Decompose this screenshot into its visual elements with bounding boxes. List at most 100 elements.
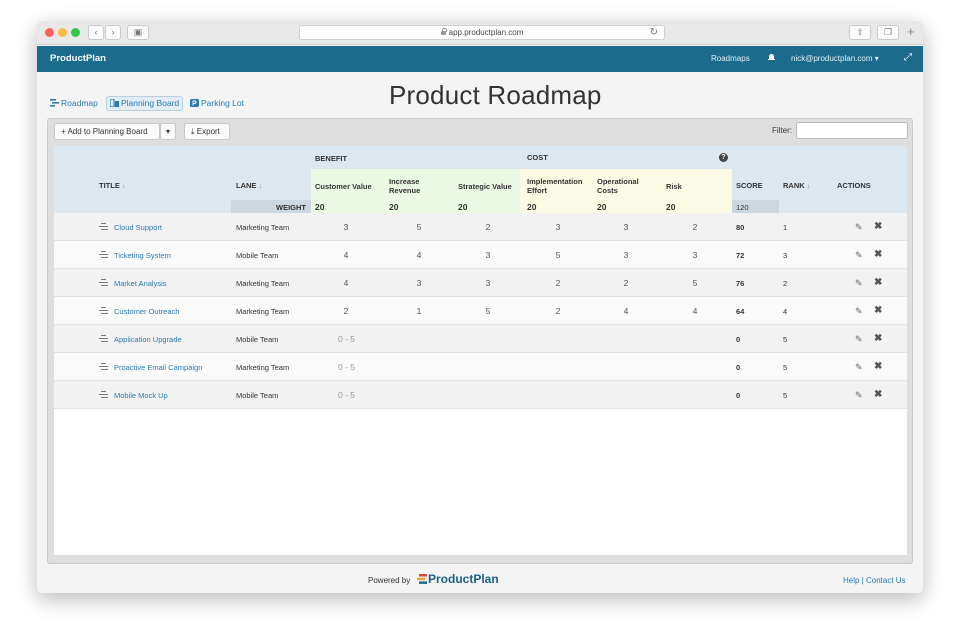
criterion-value[interactable]: 3 xyxy=(623,250,629,260)
weight-value[interactable]: 20 xyxy=(597,202,607,212)
criterion-value[interactable]: 3 xyxy=(623,222,629,232)
add-dropdown-button[interactable]: ▾ xyxy=(160,123,176,140)
address-bar[interactable]: app.productplan.com ↻ xyxy=(299,25,665,40)
brand-logo[interactable]: ProductPlan xyxy=(50,53,106,64)
drag-handle-icon[interactable] xyxy=(99,279,108,286)
criterion-value[interactable]: 4 xyxy=(343,278,349,288)
criterion-value[interactable]: 5 xyxy=(485,306,491,316)
help-icon[interactable]: ? xyxy=(719,153,728,162)
criterion-value[interactable]: 4 xyxy=(416,250,422,260)
criterion-value[interactable]: 2 xyxy=(555,278,561,288)
drag-handle-icon[interactable] xyxy=(99,307,108,314)
row-title-link[interactable]: Cloud Support xyxy=(114,223,162,232)
col-rank[interactable]: RANK ↓ xyxy=(783,181,811,190)
criterion-value[interactable]: 3 xyxy=(485,278,491,288)
nav-roadmaps[interactable]: Roadmaps xyxy=(711,54,750,63)
table-row[interactable]: Cloud Support Marketing Team 3 5 2 3 3 2 80 1 ✎ ✖ xyxy=(54,213,907,241)
criterion-value[interactable]: 4 xyxy=(343,250,349,260)
bell-icon[interactable] xyxy=(768,54,775,62)
forward-icon[interactable]: › xyxy=(105,25,121,40)
close-window-button[interactable] xyxy=(45,28,54,37)
delete-x-icon[interactable]: ✖ xyxy=(874,277,883,288)
export-label: Export xyxy=(196,127,220,136)
back-icon[interactable]: ‹ xyxy=(88,25,104,40)
table-row[interactable]: Customer Outreach Marketing Team 2 1 5 2 4 4 64 4… xyxy=(54,297,907,325)
edit-pencil-icon[interactable]: ✎ xyxy=(855,250,863,260)
col-lane[interactable]: LANE ↓ xyxy=(236,181,262,190)
add-to-planning-board-button[interactable]: + Add to Planning Board xyxy=(54,123,160,140)
criterion-value[interactable]: 2 xyxy=(343,306,349,316)
criterion-value[interactable]: 3 xyxy=(343,222,349,232)
criterion-value[interactable]: 3 xyxy=(416,278,422,288)
drag-handle-icon[interactable] xyxy=(99,363,108,370)
criterion-value[interactable]: 2 xyxy=(692,222,698,232)
criterion-value[interactable]: 5 xyxy=(692,278,698,288)
delete-x-icon[interactable]: ✖ xyxy=(874,361,883,372)
edit-pencil-icon[interactable]: ✎ xyxy=(855,362,863,372)
col-title[interactable]: TITLE ↓ xyxy=(99,181,126,190)
table-row[interactable]: Application Upgrade Mobile Team 0 - 5 0 5 ✎ ✖ xyxy=(54,325,907,353)
delete-x-icon[interactable]: ✖ xyxy=(874,333,883,344)
table-row[interactable]: Proactive Email Campaign Marketing Team 0 … xyxy=(54,353,907,381)
export-button[interactable]: ⤓ Export xyxy=(184,123,230,140)
row-title-link[interactable]: Ticketing System xyxy=(114,251,171,260)
tab-planning-board[interactable]: Planning Board xyxy=(106,96,184,111)
criterion-value[interactable]: 5 xyxy=(555,250,561,260)
weight-value[interactable]: 20 xyxy=(666,202,676,212)
edit-pencil-icon[interactable]: ✎ xyxy=(855,390,863,400)
criterion-value[interactable]: 1 xyxy=(416,306,422,316)
criterion-value[interactable]: 4 xyxy=(623,306,629,316)
edit-pencil-icon[interactable]: ✎ xyxy=(855,222,863,232)
criterion-value[interactable]: 5 xyxy=(416,222,422,232)
criterion-value[interactable]: 2 xyxy=(485,222,491,232)
drag-handle-icon[interactable] xyxy=(99,251,108,258)
tab-parking-lot[interactable]: P Parking Lot xyxy=(190,96,244,111)
expand-icon[interactable]: ⤢ xyxy=(904,52,912,63)
criterion-value[interactable]: 3 xyxy=(555,222,561,232)
criterion-range-placeholder[interactable]: 0 - 5 xyxy=(338,334,356,344)
delete-x-icon[interactable]: ✖ xyxy=(874,221,883,232)
edit-pencil-icon[interactable]: ✎ xyxy=(855,334,863,344)
criterion-value[interactable]: 3 xyxy=(485,250,491,260)
delete-x-icon[interactable]: ✖ xyxy=(874,249,883,260)
weight-value[interactable]: 20 xyxy=(389,202,399,212)
sidebar-icon[interactable]: ▣ xyxy=(127,25,149,40)
contact-link[interactable]: Contact Us xyxy=(865,576,906,585)
row-title-link[interactable]: Customer Outreach xyxy=(114,307,180,316)
tab-roadmap[interactable]: Roadmap xyxy=(50,96,98,111)
delete-x-icon[interactable]: ✖ xyxy=(874,305,883,316)
row-title-link[interactable]: Market Analysis xyxy=(114,279,167,288)
delete-x-icon[interactable]: ✖ xyxy=(874,389,883,400)
row-title-link[interactable]: Proactive Email Campaign xyxy=(114,363,203,372)
weight-value[interactable]: 20 xyxy=(315,202,325,212)
weight-value[interactable]: 20 xyxy=(527,202,537,212)
share-icon[interactable]: ⇧ xyxy=(849,25,871,40)
new-tab-icon[interactable]: + xyxy=(907,24,915,39)
criterion-value[interactable]: 3 xyxy=(692,250,698,260)
table-row[interactable]: Ticketing System Mobile Team 4 4 3 5 3 3 72 3 ✎ ✖ xyxy=(54,241,907,269)
reload-icon[interactable]: ↻ xyxy=(649,27,658,38)
minimize-window-button[interactable] xyxy=(58,28,67,37)
zoom-window-button[interactable] xyxy=(71,28,80,37)
edit-pencil-icon[interactable]: ✎ xyxy=(855,306,863,316)
row-title-link[interactable]: Mobile Mock Up xyxy=(114,391,168,400)
drag-handle-icon[interactable] xyxy=(99,391,108,398)
row-title-link[interactable]: Application Upgrade xyxy=(114,335,182,344)
criterion-value[interactable]: 4 xyxy=(692,306,698,316)
edit-pencil-icon[interactable]: ✎ xyxy=(855,278,863,288)
tabs-icon[interactable]: ❐ xyxy=(877,25,899,40)
table-row[interactable]: Market Analysis Marketing Team 4 3 3 2 2 5 76 2 ✎ ✖ xyxy=(54,269,907,297)
weight-value[interactable]: 20 xyxy=(458,202,468,212)
drag-handle-icon[interactable] xyxy=(99,223,108,230)
filter-input[interactable] xyxy=(796,122,908,139)
footer-logo[interactable]: ProductPlan xyxy=(417,572,499,586)
table-row[interactable]: Mobile Mock Up Mobile Team 0 - 5 0 5 ✎ ✖ xyxy=(54,381,907,409)
drag-handle-icon[interactable] xyxy=(99,335,108,342)
criterion-range-placeholder[interactable]: 0 - 5 xyxy=(338,362,356,372)
user-menu[interactable]: nick@productplan.com ▾ xyxy=(791,54,879,63)
help-link[interactable]: Help xyxy=(843,576,860,585)
criterion-value[interactable]: 2 xyxy=(555,306,561,316)
criterion-range-placeholder[interactable]: 0 - 5 xyxy=(338,390,356,400)
table-header: BENEFIT COST ? TITLE ↓ LANE ↓ Customer V… xyxy=(54,146,907,213)
criterion-value[interactable]: 2 xyxy=(623,278,629,288)
